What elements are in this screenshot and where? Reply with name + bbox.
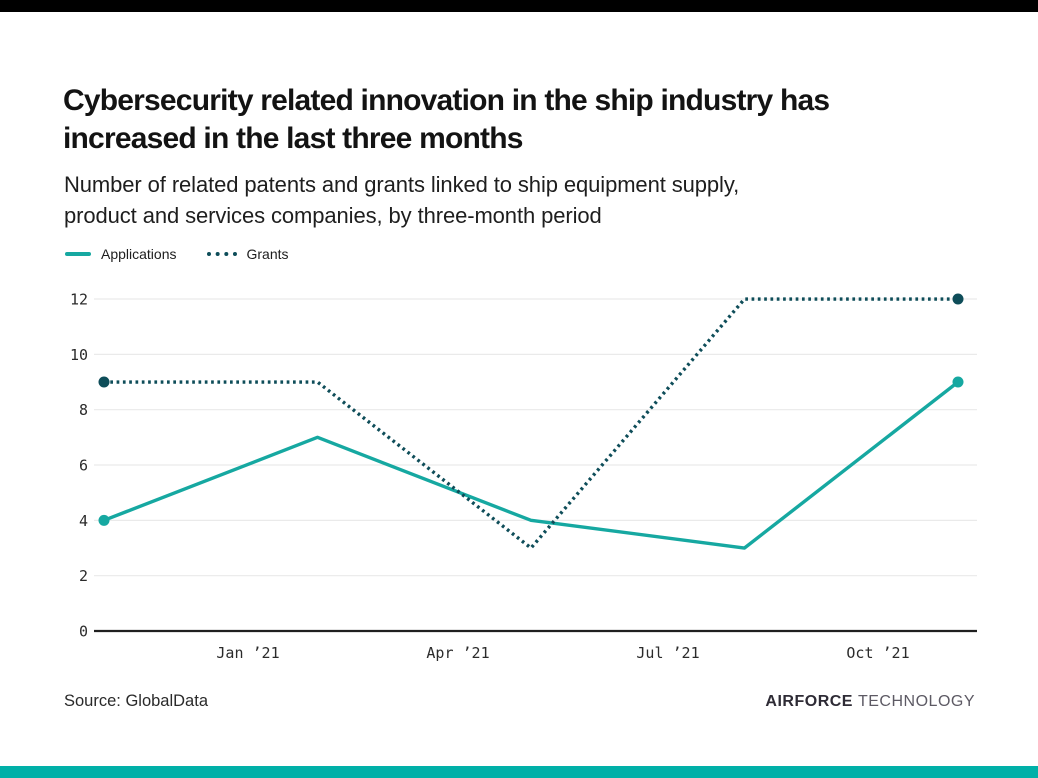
chart-title-line-2: increased in the last three months (63, 122, 523, 155)
chart-title: Cybersecurity related innovation in the … (63, 82, 830, 158)
x-tick-label: Jul ’21 (636, 644, 699, 662)
grants-endpoint-marker (952, 293, 964, 305)
legend-item-grants: Grants (206, 246, 289, 262)
x-tick-label: Oct ’21 (846, 644, 909, 662)
chart-subtitle: Number of related patents and grants lin… (64, 169, 739, 231)
top-brand-bar (0, 0, 1038, 12)
y-tick-label: 10 (70, 346, 88, 364)
y-tick-label: 2 (79, 567, 88, 585)
bottom-brand-bar (0, 766, 1038, 778)
source-label: Source: GlobalData (64, 692, 208, 710)
applications-endpoint-marker (98, 514, 110, 526)
x-tick-label: Jan ’21 (216, 644, 279, 662)
applications-line (102, 380, 960, 550)
y-tick-label: 8 (79, 401, 88, 419)
grants-line (104, 297, 958, 551)
y-tick-label: 4 (79, 512, 88, 530)
line-chart: 0 2 4 6 8 10 12 Jan ’21 Apr ’21 Jul ’21 Oct ’21 (70, 291, 977, 662)
x-tick-label: Apr ’21 (426, 644, 489, 662)
brand-logo: AIRFORCE TECHNOLOGY (765, 693, 975, 711)
grants-endpoint-marker (98, 376, 110, 388)
legend-item-applications: Applications (65, 246, 177, 262)
applications-endpoint-marker (952, 376, 964, 388)
brand-logo-bold: AIRFORCE (765, 693, 853, 710)
y-tick-label: 0 (79, 623, 88, 641)
chart-title-line-1: Cybersecurity related innovation in the … (63, 84, 830, 117)
chart-legend: Applications Grants (65, 246, 289, 262)
chart-subtitle-line-1: Number of related patents and grants lin… (64, 172, 740, 197)
y-tick-label: 12 (70, 291, 88, 309)
brand-logo-light: TECHNOLOGY (857, 693, 975, 710)
legend-label-grants: Grants (246, 246, 289, 262)
y-tick-label: 6 (79, 457, 88, 475)
applications-line-swatch (65, 252, 91, 256)
legend-label-applications: Applications (101, 246, 177, 262)
chart-subtitle-line-2: product and services companies, by three… (64, 203, 602, 228)
grants-line-swatch (206, 252, 237, 256)
